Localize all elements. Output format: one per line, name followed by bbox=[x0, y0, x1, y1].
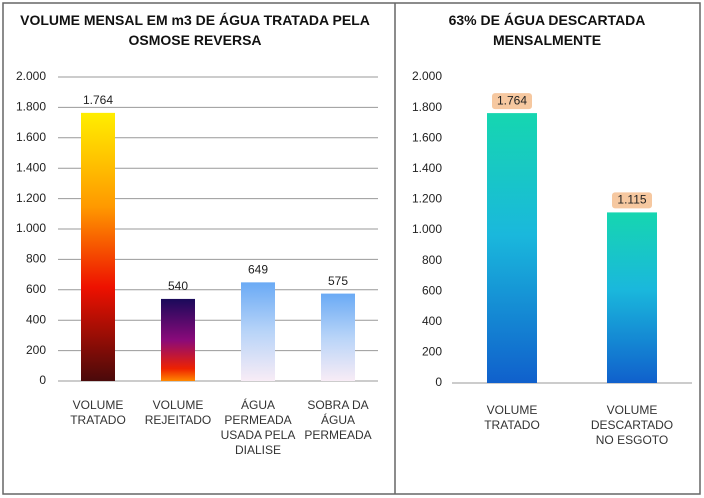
value-label-bg bbox=[612, 192, 652, 209]
value-label: 540 bbox=[168, 279, 188, 293]
y-tick-label: 0 bbox=[435, 375, 442, 389]
chart-title: 63% DE ÁGUA DESCARTADA MENSALMENTE bbox=[448, 12, 646, 48]
y-tick-label: 200 bbox=[26, 343, 46, 357]
value-label: 649 bbox=[248, 263, 268, 277]
y-tick-label: 200 bbox=[422, 345, 442, 359]
y-tick-label: 1.000 bbox=[412, 222, 442, 236]
x-tick-label: VOLUME TRATADO bbox=[484, 403, 540, 432]
value-label: 1.764 bbox=[497, 93, 527, 107]
value-label: 1.764 bbox=[83, 93, 113, 107]
x-tick-label: VOLUME TRATADO bbox=[70, 398, 126, 427]
y-tick-label: 800 bbox=[26, 252, 46, 266]
bar bbox=[241, 282, 275, 381]
chart-title: VOLUME MENSAL EM m3 DE ÁGUA TRATADA PELA… bbox=[20, 12, 370, 48]
y-tick-label: 400 bbox=[26, 312, 46, 326]
y-tick-label: 1.200 bbox=[412, 192, 442, 206]
x-tick-label: SOBRA DA ÁGUA PERMEADA bbox=[304, 398, 372, 442]
y-tick-label: 1.400 bbox=[412, 161, 442, 175]
y-tick-label: 800 bbox=[422, 253, 442, 267]
y-tick-label: 1.200 bbox=[16, 191, 46, 205]
y-tick-label: 600 bbox=[26, 282, 46, 296]
bar bbox=[487, 113, 537, 383]
y-tick-label: 2.000 bbox=[16, 69, 46, 83]
y-tick-label: 600 bbox=[422, 283, 442, 297]
value-label: 575 bbox=[328, 274, 348, 288]
value-label: 1.115 bbox=[617, 193, 646, 207]
y-tick-label: 1.000 bbox=[16, 221, 46, 235]
y-tick-label: 400 bbox=[422, 314, 442, 328]
x-tick-label: ÁGUA PERMEADA USADA PELA DIALISE bbox=[220, 398, 296, 457]
y-tick-label: 0 bbox=[39, 373, 46, 387]
y-tick-label: 1.600 bbox=[412, 130, 442, 144]
bar bbox=[607, 212, 657, 383]
y-tick-label: 1.600 bbox=[16, 130, 46, 144]
bar bbox=[161, 298, 195, 381]
value-label-bg bbox=[492, 93, 532, 110]
y-tick-label: 1.800 bbox=[412, 100, 442, 114]
y-tick-label: 1.400 bbox=[16, 160, 46, 174]
x-tick-label: VOLUME REJEITADO bbox=[144, 398, 212, 427]
bar bbox=[321, 293, 355, 381]
x-tick-label: VOLUME DESCARTADO NO ESGOTO bbox=[590, 403, 674, 447]
y-tick-label: 1.800 bbox=[16, 100, 46, 114]
y-tick-label: 2.000 bbox=[412, 69, 442, 83]
bar bbox=[81, 112, 115, 381]
